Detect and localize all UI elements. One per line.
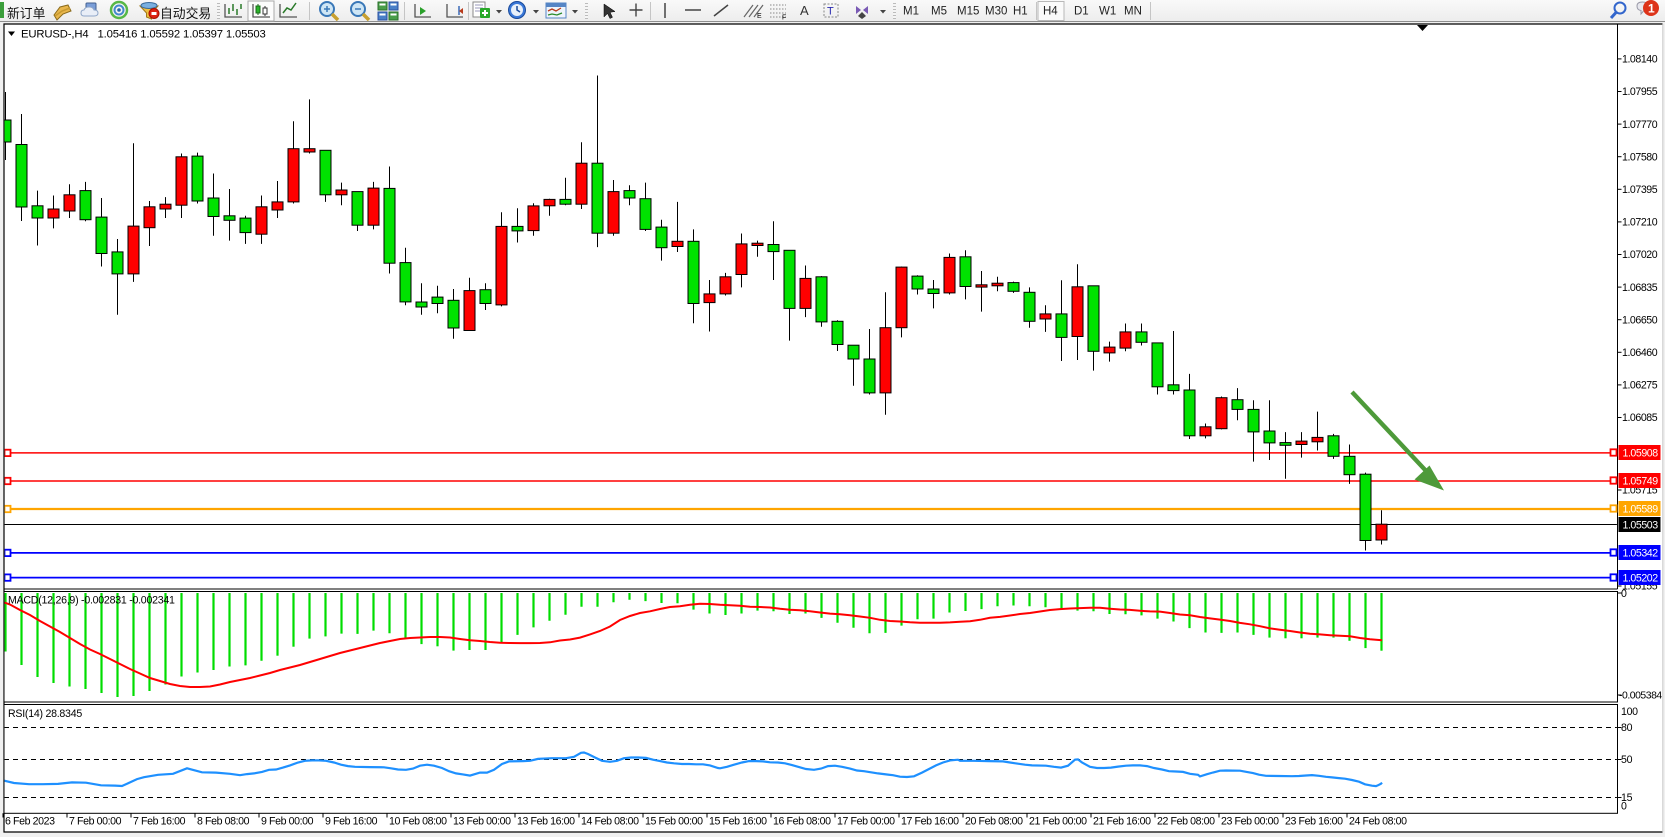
svg-text:M1: M1 — [903, 6, 919, 18]
svg-text:22 Feb 08:00: 22 Feb 08:00 — [1157, 816, 1215, 828]
svg-text:D1: D1 — [1074, 6, 1089, 18]
svg-text:M15: M15 — [957, 6, 979, 18]
svg-text:24 Feb 08:00: 24 Feb 08:00 — [1349, 816, 1407, 828]
svg-text:17 Feb 16:00: 17 Feb 16:00 — [901, 816, 959, 828]
svg-text:1.05589: 1.05589 — [1623, 503, 1659, 515]
svg-text:1.07395: 1.07395 — [1622, 184, 1658, 196]
svg-text:M5: M5 — [931, 6, 947, 18]
svg-text:1.05749: 1.05749 — [1623, 475, 1659, 487]
svg-text:21 Feb 16:00: 21 Feb 16:00 — [1093, 816, 1151, 828]
svg-text:1.06835: 1.06835 — [1622, 282, 1658, 294]
svg-text:23 Feb 00:00: 23 Feb 00:00 — [1221, 816, 1279, 828]
svg-text:10 Feb 08:00: 10 Feb 08:00 — [389, 816, 447, 828]
svg-text:9 Feb 00:00: 9 Feb 00:00 — [261, 816, 314, 828]
svg-text:0: 0 — [1621, 588, 1627, 600]
svg-text:1.05202: 1.05202 — [1623, 572, 1659, 584]
svg-text:21 Feb 00:00: 21 Feb 00:00 — [1029, 816, 1087, 828]
svg-text:1.06275: 1.06275 — [1622, 380, 1658, 392]
svg-text:A: A — [800, 3, 809, 18]
svg-text:1.05503: 1.05503 — [1623, 519, 1659, 531]
svg-text:100: 100 — [1621, 706, 1638, 718]
svg-text:1.06460: 1.06460 — [1622, 347, 1658, 359]
svg-text:1.06085: 1.06085 — [1622, 412, 1658, 424]
svg-text:1.07020: 1.07020 — [1622, 249, 1658, 261]
svg-text:14 Feb 08:00: 14 Feb 08:00 — [581, 816, 639, 828]
svg-text:8 Feb 08:00: 8 Feb 08:00 — [197, 816, 250, 828]
svg-text:15 Feb 00:00: 15 Feb 00:00 — [645, 816, 703, 828]
svg-text:13 Feb 00:00: 13 Feb 00:00 — [453, 816, 511, 828]
svg-text:1: 1 — [1648, 2, 1655, 16]
svg-text:H4: H4 — [1043, 6, 1058, 18]
svg-text:1.05908: 1.05908 — [1623, 447, 1659, 459]
svg-text:17 Feb 00:00: 17 Feb 00:00 — [837, 816, 895, 828]
svg-text:1.07580: 1.07580 — [1622, 151, 1658, 163]
svg-text:0: 0 — [1621, 801, 1627, 813]
svg-text:RSI(14) 28.8345: RSI(14) 28.8345 — [8, 708, 82, 720]
svg-text:1.05342: 1.05342 — [1623, 547, 1659, 559]
svg-text:T: T — [827, 6, 834, 18]
svg-text:M30: M30 — [985, 6, 1007, 18]
svg-text:F: F — [782, 15, 786, 22]
svg-text:1.07955: 1.07955 — [1622, 86, 1658, 98]
svg-text:-0.005384: -0.005384 — [1619, 691, 1662, 702]
svg-text:15: 15 — [1621, 792, 1633, 804]
svg-text:H1: H1 — [1013, 6, 1028, 18]
svg-text:23 Feb 16:00: 23 Feb 16:00 — [1285, 816, 1343, 828]
svg-text:MACD(12,26,9) -0.002831 -0.002: MACD(12,26,9) -0.002831 -0.002341 — [8, 595, 175, 607]
svg-text:16 Feb 08:00: 16 Feb 08:00 — [773, 816, 831, 828]
svg-text:80: 80 — [1621, 722, 1633, 734]
svg-text:EURUSD-,H4 1.05416 1.05592 1: EURUSD-,H4 1.05416 1.05592 1.05397 1.055… — [21, 29, 266, 41]
svg-text:9 Feb 16:00: 9 Feb 16:00 — [325, 816, 378, 828]
svg-text:MN: MN — [1124, 6, 1142, 18]
svg-text:6 Feb 2023: 6 Feb 2023 — [5, 816, 55, 828]
svg-text:1.06650: 1.06650 — [1622, 314, 1658, 326]
svg-text:1.07770: 1.07770 — [1622, 119, 1658, 131]
svg-text:13 Feb 16:00: 13 Feb 16:00 — [517, 816, 575, 828]
svg-text:W1: W1 — [1099, 6, 1116, 18]
svg-text:E: E — [757, 13, 762, 20]
svg-text:1.08140: 1.08140 — [1622, 54, 1658, 66]
svg-text:7 Feb 16:00: 7 Feb 16:00 — [133, 816, 186, 828]
svg-text:50: 50 — [1621, 754, 1633, 766]
svg-text:1.07210: 1.07210 — [1622, 217, 1658, 229]
svg-text:20 Feb 08:00: 20 Feb 08:00 — [965, 816, 1023, 828]
svg-text:15 Feb 16:00: 15 Feb 16:00 — [709, 816, 767, 828]
svg-text:7 Feb 00:00: 7 Feb 00:00 — [69, 816, 122, 828]
